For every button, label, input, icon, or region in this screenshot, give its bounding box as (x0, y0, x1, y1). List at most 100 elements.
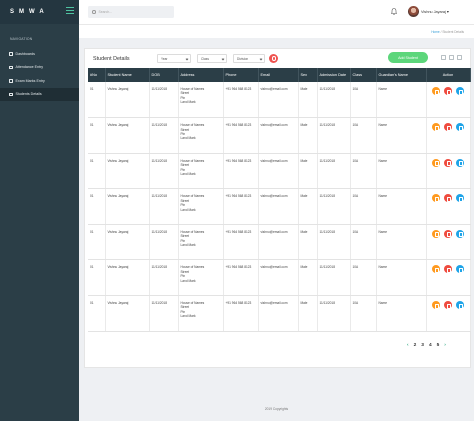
cell-dob: 11/11/2018 (149, 188, 179, 225)
sidebar-item-label: Exam Marks Entry (15, 78, 45, 83)
page-4-button[interactable]: 4 (428, 343, 432, 348)
breadcrumb-home[interactable]: Home (431, 30, 440, 34)
info-icon[interactable] (456, 123, 464, 132)
sidebar-item-dashboards[interactable]: Dashboards (0, 47, 79, 61)
cell-address: House of Names Street Pin Land Mark (178, 117, 224, 154)
cell-sex: Male (298, 153, 318, 190)
search-filter-button[interactable] (269, 54, 278, 63)
cell-no: 01 (88, 117, 106, 154)
trash-icon[interactable] (444, 123, 452, 132)
hamburger-menu-icon[interactable] (66, 7, 74, 16)
close-icon[interactable] (457, 55, 462, 60)
add-student-button[interactable]: Add Student (388, 52, 428, 63)
breadcrumb: Home / Student Details (431, 30, 464, 34)
sidebar-item-students[interactable]: Students Details (0, 87, 79, 101)
info-icon[interactable] (456, 87, 464, 95)
trash-icon[interactable] (444, 87, 452, 95)
cell-email: vishnu@email.com (258, 224, 299, 261)
cell-no: 01 (88, 224, 106, 261)
top-header: Search... Vishnu Jayaraj ▾ (79, 0, 474, 24)
cell-action (426, 153, 471, 190)
cell-action (426, 188, 471, 225)
info-icon[interactable] (456, 229, 464, 238)
cell-dob: 11/11/2018 (149, 259, 179, 297)
cell-guardian: Name (376, 259, 427, 297)
avatar[interactable] (408, 6, 419, 17)
info-icon[interactable] (456, 194, 464, 203)
trash-icon[interactable] (444, 194, 452, 203)
pencil-icon[interactable] (432, 265, 440, 274)
cell-guardian: Name (376, 188, 427, 225)
footer: 2019 Copyrights (264, 407, 289, 411)
cell-address: House of Names Street Pin Land Mark (178, 224, 224, 261)
breadcrumb-bar: Home / Student Details (79, 24, 474, 38)
cell-action (426, 82, 471, 119)
sidebar-item-exam-marks[interactable]: Exam Marks Entry (0, 74, 79, 88)
info-icon[interactable] (456, 158, 464, 167)
sidebar-item-label: Students Details (15, 92, 42, 97)
pencil-icon[interactable] (432, 301, 440, 310)
cell-name: Vishnu Jayaraj (105, 259, 150, 297)
cell-phone: +91 964 568 8123 (223, 117, 259, 154)
brand: SMWA (0, 0, 79, 24)
col-guardian: Guardian's Name (376, 68, 427, 82)
expand-icon[interactable] (449, 55, 454, 60)
next-page-button[interactable]: › (444, 343, 446, 348)
cell-dob: 11/11/2018 (149, 224, 179, 261)
prev-page-button[interactable]: ‹ (407, 343, 409, 348)
col-email: Email (258, 68, 299, 82)
page-5-button[interactable]: 5 (436, 343, 440, 348)
cell-guardian: Name (376, 295, 427, 332)
cell-guardian: Name (376, 82, 427, 119)
table-row: 01 Vishnu Jayaraj 11/11/2018 House of Names… (88, 188, 471, 225)
pencil-icon[interactable] (432, 194, 440, 203)
pencil-icon[interactable] (432, 158, 440, 167)
pencil-icon[interactable] (432, 229, 440, 238)
search-box[interactable]: Search... (88, 6, 174, 18)
cell-address: House of Names Street Pin Land Mark (178, 295, 224, 332)
student-details-card: Student Details Year Class Division Add … (84, 48, 471, 368)
trash-icon[interactable] (444, 158, 452, 167)
row-actions (429, 301, 468, 310)
cell-action (426, 117, 471, 154)
cell-class: 10A (350, 188, 377, 225)
row-actions (429, 87, 468, 95)
students-icon (9, 92, 13, 96)
cell-name: Vishnu Jayaraj (105, 295, 150, 332)
page-3-button[interactable]: 3 (421, 343, 424, 348)
cell-admission: 11/11/2018 (317, 259, 351, 297)
cell-phone: +91 964 568 8123 (223, 188, 259, 225)
division-select[interactable]: Division (233, 54, 265, 63)
refresh-icon[interactable] (441, 55, 446, 60)
page-2-button[interactable]: 2 (413, 343, 417, 348)
pencil-icon[interactable] (432, 87, 440, 95)
dashboard-icon (9, 52, 13, 56)
brand-logo[interactable]: SMWA (10, 9, 49, 15)
trash-icon[interactable] (444, 265, 452, 274)
search-input[interactable]: Search... (98, 10, 113, 14)
pencil-icon[interactable] (432, 123, 440, 132)
trash-icon[interactable] (444, 229, 452, 238)
year-select[interactable]: Year (157, 54, 191, 63)
col-class: Class (350, 68, 377, 82)
bell-icon[interactable] (391, 8, 397, 15)
cell-email: vishnu@email.com (258, 117, 299, 154)
cell-dob: 11/11/2018 (149, 295, 179, 332)
cell-phone: +91 964 568 8123 (223, 295, 259, 332)
class-select[interactable]: Class (197, 54, 227, 63)
user-name-dropdown[interactable]: Vishnu Jayaraj ▾ (421, 10, 449, 14)
cell-sex: Male (298, 82, 318, 119)
students-table: #No Student Name DOB Address Phone Email… (88, 68, 471, 332)
cell-address: House of Names Street Pin Land Mark (178, 259, 224, 297)
table-row: 01 Vishnu Jayaraj 11/11/2018 House of Names… (88, 117, 471, 154)
row-actions (429, 265, 468, 274)
trash-icon[interactable] (444, 301, 452, 310)
exam-icon (9, 79, 13, 83)
info-icon[interactable] (456, 301, 464, 310)
col-admission-date: Admission Date (317, 68, 351, 82)
cell-name: Vishnu Jayaraj (105, 82, 150, 119)
table-row: 01 Vishnu Jayaraj 11/11/2018 House of Names… (88, 295, 471, 332)
cell-email: vishnu@email.com (258, 259, 299, 297)
info-icon[interactable] (456, 265, 464, 274)
sidebar-item-attendance[interactable]: Attendance Entry (0, 61, 79, 75)
